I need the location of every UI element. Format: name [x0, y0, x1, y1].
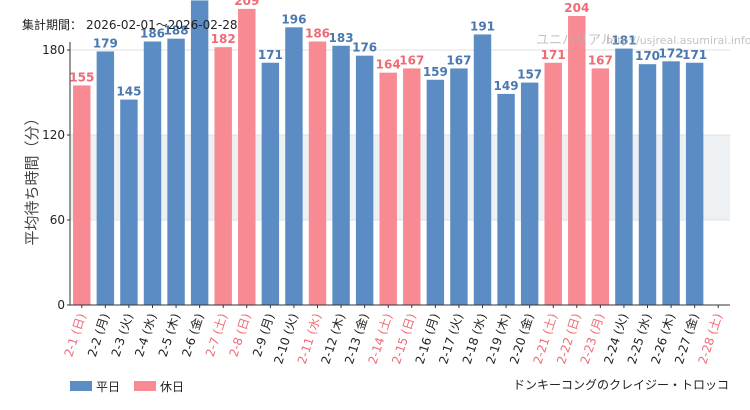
bar-16: [450, 68, 468, 305]
axis-layer: 0 60 120 180: [42, 42, 730, 312]
value-label-3: 186: [140, 27, 165, 41]
value-label-23: 181: [611, 34, 636, 48]
value-label-18: 149: [494, 79, 519, 93]
bar-12: [355, 55, 374, 305]
value-label-20: 171: [541, 48, 566, 62]
bar-2: [120, 99, 138, 305]
value-label-11: 183: [329, 31, 354, 45]
value-label-layer: 1551791451861881822091711961861831761641…: [69, 0, 707, 99]
bar-11: [332, 45, 350, 305]
bar-17: [473, 34, 492, 306]
value-label-15: 159: [423, 65, 448, 79]
bar-26: [685, 62, 704, 305]
bar-13: [379, 72, 397, 305]
value-label-14: 167: [399, 53, 424, 67]
value-label-8: 171: [258, 48, 283, 62]
bar-24: [638, 64, 657, 305]
bar-14: [403, 68, 421, 305]
value-label-16: 167: [446, 53, 471, 67]
bar-7: [238, 8, 256, 305]
value-label-25: 172: [659, 46, 684, 60]
value-label-21: 204: [564, 1, 589, 15]
bar-25: [662, 61, 680, 305]
legend-weekday-swatch: [70, 381, 92, 391]
period-label: 集計期間：: [22, 17, 82, 32]
bar-4: [167, 38, 185, 306]
bar-9: [285, 27, 303, 306]
bar-21: [568, 16, 586, 305]
value-label-22: 167: [588, 53, 613, 67]
y-tick-label-120: 120: [42, 128, 65, 142]
value-label-13: 164: [376, 58, 401, 72]
y-tick-label-60: 60: [50, 213, 65, 227]
bar-18: [497, 93, 515, 305]
value-label-26: 171: [682, 48, 707, 62]
value-label-9: 196: [281, 12, 306, 26]
watermark-site: ユニバリアル: [536, 33, 614, 48]
legend-holiday-label: 休日: [160, 380, 184, 394]
legend-weekday-label: 平日: [96, 380, 120, 394]
value-label-12: 176: [352, 41, 377, 55]
watermark-url: http://usjreal.asumirai.info: [606, 34, 750, 47]
bar-0: [73, 85, 91, 305]
y-tick-label-0: 0: [57, 298, 65, 312]
value-label-4: 188: [164, 24, 189, 38]
bar-1: [96, 51, 115, 305]
bar-3: [143, 41, 162, 305]
value-label-24: 170: [635, 49, 660, 63]
value-label-1: 179: [93, 36, 118, 50]
value-label-19: 157: [517, 68, 542, 82]
value-label-6: 182: [211, 32, 236, 46]
bar-15: [426, 79, 445, 305]
legend-holiday-swatch: [134, 381, 156, 391]
bar-19: [520, 82, 539, 305]
value-label-10: 186: [305, 27, 330, 41]
attraction-name: ドンキーコングのクレイジー・トロッコ: [513, 378, 729, 392]
value-label-0: 155: [69, 70, 94, 84]
value-label-17: 191: [470, 19, 495, 33]
bar-6: [214, 47, 232, 306]
value-label-2: 145: [116, 85, 141, 99]
value-label-7: 209: [234, 0, 259, 8]
bar-20: [544, 62, 562, 305]
bar-10: [308, 41, 327, 305]
y-tick-label-180: 180: [42, 43, 65, 57]
bar-22: [591, 68, 610, 305]
bar-23: [615, 48, 633, 305]
period-range: 2026-02-01～2026-02-28: [86, 18, 237, 32]
bar-8: [261, 62, 280, 305]
bar-5: [190, 0, 209, 305]
bar-layer: [73, 0, 704, 306]
y-axis-title: 平均待ち時間（分）: [23, 110, 41, 245]
